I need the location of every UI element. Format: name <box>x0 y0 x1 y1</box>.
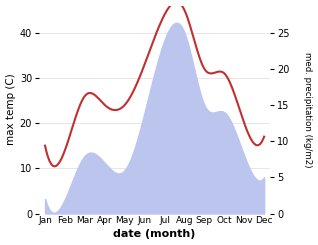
Y-axis label: max temp (C): max temp (C) <box>5 74 16 145</box>
X-axis label: date (month): date (month) <box>114 230 196 239</box>
Y-axis label: med. precipitation (kg/m2): med. precipitation (kg/m2) <box>303 52 313 167</box>
